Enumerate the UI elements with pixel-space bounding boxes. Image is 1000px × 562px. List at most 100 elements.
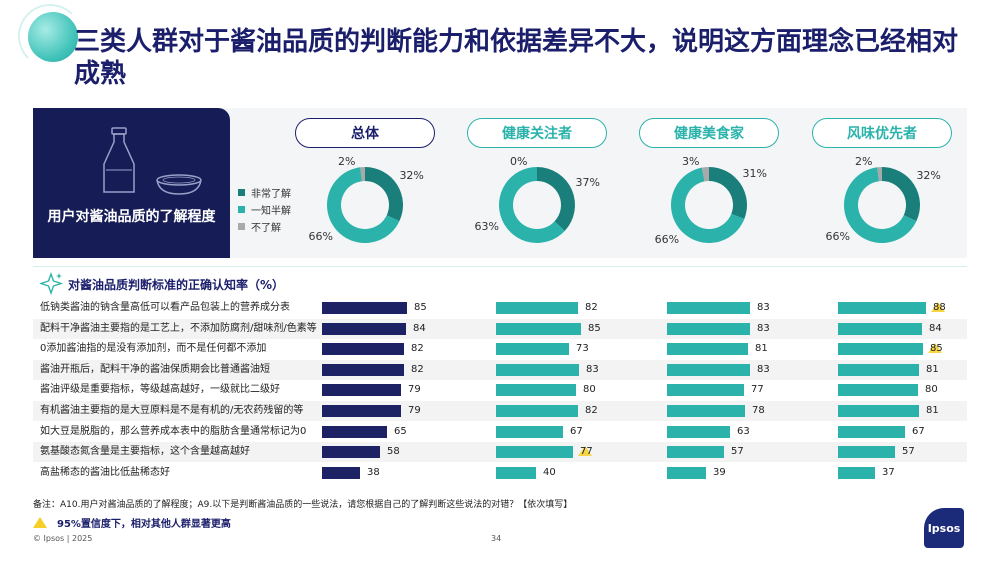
bar-value-label: 57 — [731, 446, 744, 458]
bar-category-label: 氨基酸态氮含量是主要指标，这个含量越高越好 — [40, 446, 250, 458]
bar-value-label: 81 — [926, 363, 939, 375]
donut-chart-3 — [844, 167, 920, 243]
bar-2 — [667, 384, 744, 397]
bar-category-label: 如大豆是脱脂的，那么营养成本表中的脂肪含量通常标记为0 — [40, 425, 307, 437]
bar-value-label: 40 — [543, 466, 556, 478]
bar-value-label: 63 — [737, 425, 750, 437]
bar-value-label: 82 — [585, 302, 598, 313]
bar-value-label: 81 — [755, 343, 768, 355]
bar-category-label: 0添加酱油指的是没有添加剂，而不是任何都不添加 — [40, 343, 267, 355]
bar-value-label: 83 — [757, 363, 770, 375]
title-decoration-circle — [28, 12, 78, 62]
bar-1 — [496, 405, 578, 417]
bar-1 — [496, 384, 576, 397]
bar-2 — [667, 446, 724, 459]
bar-0 — [322, 363, 404, 376]
bar-value-label: 79 — [408, 405, 421, 416]
donut-label: 3% — [682, 155, 700, 168]
donut-label: 0% — [510, 155, 528, 168]
donut-slice — [327, 167, 400, 243]
segment-pill-2: 健康美食家 — [639, 118, 779, 148]
legend-swatch — [238, 206, 245, 213]
section-divider — [33, 266, 967, 267]
bar-value-label: 83 — [586, 363, 599, 375]
bar-3 — [838, 302, 926, 314]
bar-0 — [322, 343, 404, 356]
donut-label: 2% — [855, 155, 873, 168]
significance-marker — [931, 302, 945, 312]
donut-label: 31% — [742, 167, 767, 181]
legend-item-very: 非常了解 — [238, 184, 291, 201]
legend-label: 不了解 — [251, 223, 281, 234]
bar-value-label: 57 — [902, 446, 915, 458]
donut-chart-0 — [327, 167, 403, 243]
segment-pill-3: 风味优先者 — [812, 118, 952, 148]
title-decoration-arc — [18, 4, 82, 68]
bar-value-label: 84 — [413, 322, 426, 334]
bar-2 — [667, 343, 748, 356]
donut-slice — [882, 167, 920, 222]
section-title: 对酱油品质判断标准的正确认知率（%） — [68, 278, 285, 292]
bar-category-label: 配料干净酱油主要指的是工艺上，不添加防腐剂/甜味剂/色素等 — [40, 322, 317, 334]
bar-1 — [496, 322, 581, 335]
bar-value-label: 82 — [411, 363, 424, 375]
bar-value-label: 88 — [933, 302, 946, 313]
bar-value-label: 73 — [576, 343, 589, 355]
bar-1 — [496, 446, 573, 459]
ipsos-logo: Ipsos — [924, 508, 964, 548]
donut-slice — [360, 167, 365, 182]
donut-label: 66% — [825, 230, 850, 244]
bar-2 — [667, 466, 706, 479]
legend-label: 非常了解 — [251, 189, 291, 200]
bar-value-label: 80 — [583, 384, 596, 396]
significance-legend: 95%置信度下，相对其他人群显著更高 — [33, 515, 231, 530]
donut-slice — [365, 167, 403, 222]
donut-slice — [537, 167, 575, 232]
bar-value-label: 83 — [757, 302, 770, 313]
bar-3 — [838, 363, 919, 376]
bar-3 — [838, 446, 895, 459]
donut-label: 2% — [338, 155, 356, 168]
bar-value-label: 82 — [585, 405, 598, 416]
bar-value-label: 39 — [713, 466, 726, 478]
bar-1 — [496, 343, 569, 356]
soy-sauce-bottle-icon — [103, 127, 202, 195]
legend-swatch — [238, 189, 245, 196]
segment-pill-1: 健康关注者 — [467, 118, 607, 148]
donut-slice — [877, 167, 882, 182]
bar-value-label: 80 — [925, 384, 938, 396]
bar-0 — [322, 425, 387, 438]
page-number: 34 — [491, 534, 502, 543]
bar-3 — [838, 322, 922, 335]
copyright: © Ipsos | 2025 — [33, 534, 93, 543]
bar-value-label: 85 — [930, 343, 943, 355]
bar-value-label: 82 — [411, 343, 424, 355]
bar-1 — [496, 363, 579, 376]
bar-2 — [667, 405, 745, 417]
bar-2 — [667, 302, 750, 314]
bar-3 — [838, 405, 919, 417]
bar-value-label: 38 — [367, 466, 380, 478]
donut-label: 66% — [308, 230, 333, 244]
bar-value-label: 67 — [912, 425, 925, 437]
legend-item-partial: 一知半解 — [238, 201, 291, 218]
awareness-card-label: 用户对酱油品质的了解程度 — [47, 209, 216, 225]
donut-slice — [709, 167, 747, 219]
donut-label: 32% — [399, 168, 424, 182]
significance-legend-text: 95%置信度下，相对其他人群显著更高 — [57, 519, 231, 530]
bar-category-label: 高盐稀态的酱油比低盐稀态好 — [40, 466, 170, 478]
donut-label: 32% — [916, 168, 941, 182]
bar-1 — [496, 302, 578, 314]
segment-pill-0: 总体 — [295, 118, 435, 148]
bar-3 — [838, 384, 918, 397]
bar-3 — [838, 425, 905, 438]
bar-value-label: 37 — [882, 466, 895, 478]
warning-triangle-icon — [33, 517, 47, 528]
bar-1 — [496, 466, 536, 479]
bar-3 — [838, 343, 923, 356]
bar-value-label: 65 — [394, 425, 407, 437]
bar-0 — [322, 384, 401, 397]
bar-value-label: 83 — [757, 322, 770, 334]
significance-marker — [928, 343, 942, 354]
bar-value-label: 84 — [929, 322, 942, 334]
